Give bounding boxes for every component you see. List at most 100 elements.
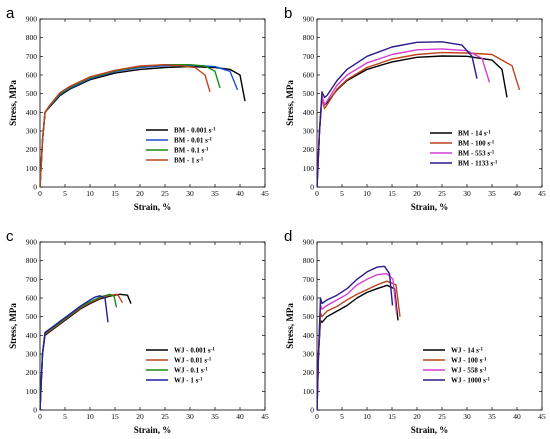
y-tick-label: 100	[303, 164, 315, 173]
y-tick-label: 400	[26, 108, 38, 117]
legend-entry: WJ - 558 s-1	[451, 367, 487, 375]
y-tick-label: 700	[303, 52, 315, 61]
y-tick-label: 800	[303, 33, 315, 42]
x-tick-label: 5	[340, 412, 344, 421]
x-tick-label: 40	[236, 412, 244, 421]
x-tick-label: 35	[488, 412, 496, 421]
x-tick-label: 20	[413, 412, 421, 421]
plot-frame	[316, 241, 543, 411]
y-tick-label: 0	[33, 406, 37, 415]
y-tick-label: 200	[26, 368, 38, 377]
legend-entry-sup: -1	[490, 140, 495, 145]
x-tick-label: 10	[86, 412, 94, 421]
x-tick-label: 10	[363, 189, 371, 198]
y-tick-label: 300	[26, 350, 38, 359]
panel-a: a 0 5 10 15 20 25 30 35 40 45 0 100 200 300 400 500 600 70…	[6, 5, 269, 212]
y-tick-label: 300	[26, 127, 38, 136]
x-tick-label: 30	[186, 189, 194, 198]
legend-entry-sup: -1	[204, 367, 209, 372]
x-tick-label: 15	[111, 412, 119, 421]
series-line-4	[40, 295, 109, 410]
y-tick-label: 800	[303, 256, 315, 265]
legend-entry-sup: -1	[208, 137, 213, 142]
x-tick-label: 25	[438, 412, 446, 421]
x-axis-label: Strain, %	[411, 202, 449, 212]
legend-entry: WJ - 0.01 s-1	[174, 357, 212, 365]
x-tick-label: 45	[261, 189, 269, 198]
y-axis-label: Stress, MPa	[8, 80, 18, 126]
y-tick-label: 300	[303, 127, 315, 136]
series-line-4	[317, 265, 394, 410]
x-tick-label: 25	[161, 412, 169, 421]
x-axis-label: Strain, %	[134, 425, 172, 435]
legend-entry-sup: -1	[199, 157, 204, 162]
legend-entry-sup: -1	[482, 357, 487, 362]
legend: WJ - 14 s-1 WJ - 100 s-1 WJ - 558 s-1 WJ - …	[423, 347, 490, 385]
y-tick-label: 700	[303, 275, 315, 284]
legend-entry: BM - 0.01 s-1	[174, 137, 213, 145]
x-tick-label: 30	[463, 412, 471, 421]
y-tick-label: 500	[26, 312, 38, 321]
y-tick-label: 400	[303, 331, 315, 340]
x-axis-label: Strain, %	[134, 202, 172, 212]
y-tick-label: 900	[26, 238, 38, 247]
legend-entry-sup: -1	[207, 357, 212, 362]
series-line-3	[40, 293, 118, 410]
x-tick-label: 15	[388, 189, 396, 198]
y-tick-label: 700	[26, 275, 38, 284]
legend-entry: BM - 1 s-1	[174, 157, 204, 165]
x-tick-label: 25	[438, 189, 446, 198]
y-tick-label: 600	[26, 294, 38, 303]
legend-entry-sup: -1	[211, 347, 216, 352]
x-tick-label: 0	[315, 412, 319, 421]
x-tick-label: 10	[363, 412, 371, 421]
y-tick-label: 100	[26, 164, 38, 173]
legend-entry-sup: -1	[198, 377, 203, 382]
y-tick-label: 500	[26, 89, 38, 98]
y-tick-label: 900	[303, 238, 315, 247]
x-tick-label: 5	[63, 189, 67, 198]
plot-frame	[39, 241, 266, 411]
legend-entry: BM - 553 s-1	[458, 150, 495, 158]
x-tick-label: 10	[86, 189, 94, 198]
x-tick-label: 0	[38, 412, 42, 421]
y-tick-label: 500	[303, 312, 315, 321]
y-tick-label: 0	[310, 183, 314, 192]
panel-letter: c	[6, 228, 14, 245]
panel-d: d 0 5 10 15 20 25 30 35 40 45 0 100 200 300 400 500 600 70…	[284, 228, 546, 435]
panel-b: b 0 5 10 15 20 25 30 35 40 45 0 100 200 300 400 500 600 70…	[284, 5, 546, 212]
x-tick-label: 35	[211, 412, 219, 421]
legend-entry: WJ - 1000 s-1	[451, 377, 490, 385]
x-tick-label: 45	[538, 412, 546, 421]
x-tick-label: 40	[513, 189, 521, 198]
y-tick-label: 900	[26, 15, 38, 24]
x-tick-label: 0	[38, 189, 42, 198]
y-tick-label: 600	[26, 71, 38, 80]
x-tick-label: 25	[161, 189, 169, 198]
x-tick-label: 15	[388, 412, 396, 421]
x-tick-label: 0	[315, 189, 319, 198]
y-tick-label: 800	[26, 33, 38, 42]
y-tick-label: 0	[310, 406, 314, 415]
legend-entry: WJ - 14 s-1	[451, 347, 483, 355]
legend-entry: BM - 0.001 s-1	[174, 127, 216, 135]
series-line-3	[317, 48, 491, 187]
y-tick-label: 100	[303, 387, 315, 396]
series-line-2	[317, 280, 401, 410]
x-tick-label: 45	[261, 412, 269, 421]
y-tick-label: 200	[303, 145, 315, 154]
series-line-4	[40, 63, 211, 187]
legend-entry-sup: -1	[479, 347, 484, 352]
x-tick-label: 35	[211, 189, 219, 198]
legend-entry-sup: -1	[486, 377, 491, 382]
legend-entry: BM - 100 s-1	[458, 140, 495, 148]
legend-entry: WJ - 0.1 s-1	[174, 367, 208, 375]
y-tick-label: 900	[303, 15, 315, 24]
x-tick-label: 40	[236, 189, 244, 198]
y-tick-label: 100	[26, 387, 38, 396]
y-tick-label: 200	[26, 145, 38, 154]
legend-entry-sup: -1	[490, 150, 495, 155]
y-tick-label: 300	[303, 350, 315, 359]
plot-frame	[316, 18, 543, 188]
